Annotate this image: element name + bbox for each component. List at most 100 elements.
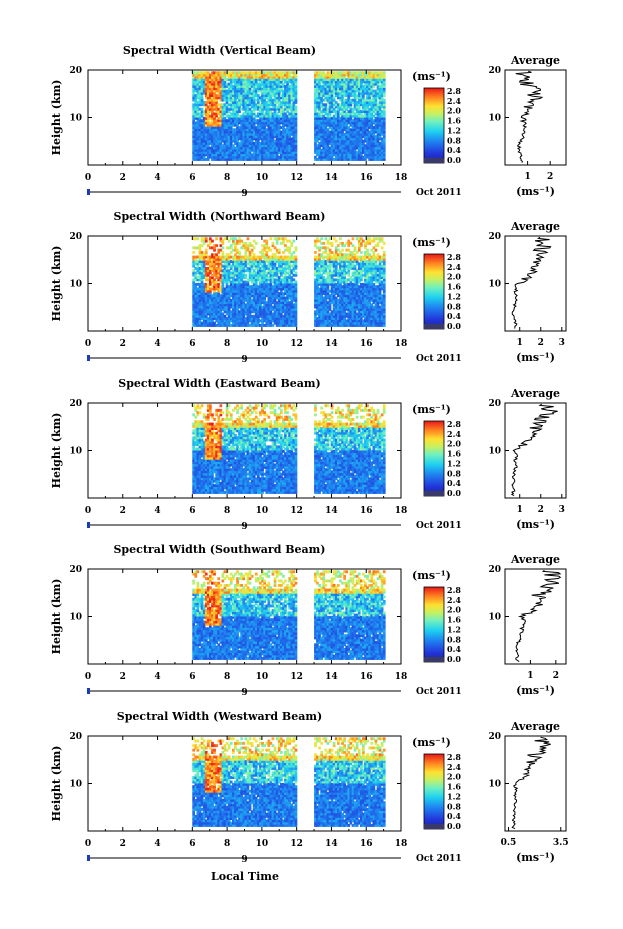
heatmap-cell [263, 130, 266, 134]
heatmap-cell [259, 151, 262, 154]
heatmap-cell [213, 148, 216, 152]
heatmap-cell [206, 80, 210, 84]
heatmap-cell [232, 130, 235, 134]
heatmap-cell [229, 148, 233, 152]
heatmap-cell [192, 105, 195, 109]
heatmap-cell [202, 89, 206, 93]
heatmap-cell [257, 87, 260, 91]
heatmap-cell [202, 119, 206, 123]
heatmap-cell [248, 151, 252, 154]
heatmap-cell [269, 248, 273, 252]
heatmap-cell [223, 89, 227, 93]
heatmap-cell [223, 78, 227, 82]
heatmap-cell [192, 89, 195, 93]
heatmap-cell [200, 144, 204, 148]
colorbar-tick-label: 0.0 [447, 155, 461, 165]
heatmap-cell [238, 158, 241, 161]
heatmap-cell [244, 85, 248, 88]
heatmap-cell [204, 101, 208, 104]
heatmap-cell [259, 78, 262, 82]
heatmap-cell [192, 158, 195, 161]
heatmap-cell [219, 144, 223, 148]
heatmap-cell [261, 153, 264, 157]
heatmap-cell [221, 130, 225, 134]
heatmap-cell [252, 82, 256, 86]
heatmap-cell [225, 121, 229, 125]
heatmap-cell [192, 148, 195, 152]
heatmap-cell [221, 128, 225, 132]
heatmap-cell [213, 75, 216, 79]
heatmap-cell [225, 89, 229, 93]
heatmap-cell [229, 96, 233, 100]
heatmap-cell [261, 119, 264, 123]
heatmap-cell [215, 71, 218, 75]
heatmap-cell [192, 75, 195, 79]
heatmap-cell [221, 82, 225, 86]
heatmap-cell [250, 73, 254, 77]
heatmap-cell [242, 153, 246, 157]
heatmap-cell [259, 110, 262, 113]
heatmap-cell [257, 135, 260, 139]
heatmap-cell [211, 78, 214, 82]
heatmap-cell [209, 73, 212, 77]
heatmap-cell [250, 137, 254, 141]
heatmap-cell [250, 98, 254, 102]
heatmap-cell [252, 146, 256, 150]
x-tick-label: 12 [290, 173, 303, 183]
heatmap-cell [225, 155, 229, 159]
heatmap-cell [196, 73, 200, 77]
heatmap-cell [209, 130, 212, 134]
heatmap-cell [238, 144, 241, 148]
heatmap-cell [257, 144, 260, 148]
heatmap-cell [202, 155, 206, 159]
heatmap-cell [246, 139, 250, 143]
heatmap-cell [240, 148, 243, 152]
heatmap-cell [209, 151, 212, 154]
heatmap-cell [238, 151, 241, 154]
heatmap-cell [200, 112, 204, 116]
heatmap-cell [229, 80, 233, 84]
heatmap-cell [244, 116, 248, 120]
heatmap-cell [192, 155, 195, 159]
heatmap-cell [250, 123, 254, 127]
heatmap-cell [206, 98, 210, 102]
heatmap-cell [229, 78, 233, 82]
heatmap-cell [211, 107, 214, 111]
heatmap-cell [252, 123, 256, 127]
heatmap-cell [202, 91, 206, 95]
heatmap-cell [217, 91, 221, 95]
heatmap-cell [234, 139, 237, 143]
heatmap-cell [250, 85, 254, 88]
heatmap-cell [246, 128, 250, 132]
heatmap-cell [242, 82, 246, 86]
heatmap-cell [263, 142, 266, 145]
average-x-tick-label: 1 [524, 172, 530, 182]
heatmap-cell [236, 87, 239, 91]
heatmap-cell [223, 158, 227, 161]
heatmap-cell [223, 96, 227, 100]
heatmap-cell [252, 71, 256, 75]
heatmap-cell [261, 91, 264, 95]
heatmap-cell [198, 73, 202, 77]
heatmap-cell [196, 116, 200, 120]
heatmap-cell [215, 75, 218, 79]
heatmap-cell [234, 135, 237, 139]
heatmap-cell [196, 103, 200, 107]
heatmap-cell [246, 121, 250, 125]
heatmap-cell [252, 112, 256, 116]
heatmap-cell [244, 128, 248, 132]
heatmap-cell [204, 123, 208, 127]
heatmap-cell [257, 128, 260, 132]
heatmap-cell [211, 96, 214, 100]
heatmap-cell [236, 123, 239, 127]
heatmap-cell [261, 148, 264, 152]
heatmap-cell [196, 80, 200, 84]
heatmap-cell [206, 78, 210, 82]
heatmap-cell [204, 158, 208, 161]
heatmap-cell [236, 110, 239, 113]
heatmap-cell [202, 82, 206, 86]
heatmap-cell [221, 146, 225, 150]
heatmap-cell [227, 71, 231, 75]
heatmap-cell [232, 123, 235, 127]
heatmap-cell [204, 137, 208, 141]
